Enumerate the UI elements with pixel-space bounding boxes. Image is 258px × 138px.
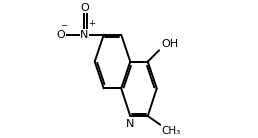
Text: O: O — [56, 30, 65, 40]
Text: CH₃: CH₃ — [162, 126, 181, 136]
Text: +: + — [88, 19, 95, 28]
Text: N: N — [80, 30, 88, 40]
Text: OH: OH — [161, 39, 178, 49]
Text: −: − — [60, 21, 67, 30]
Text: N: N — [125, 119, 134, 129]
Text: O: O — [80, 3, 89, 13]
